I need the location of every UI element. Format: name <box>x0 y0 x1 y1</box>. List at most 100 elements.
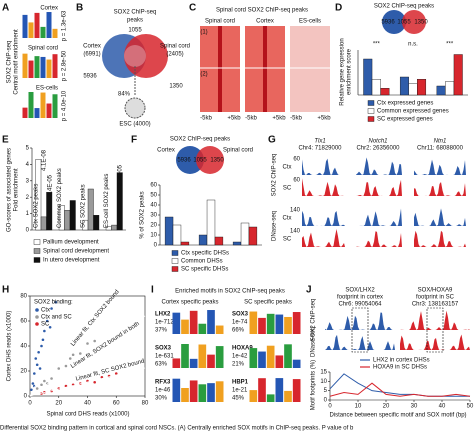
logo-letter <box>181 319 189 334</box>
logo-letter <box>172 312 181 334</box>
caption: Differential SOX2 binding pattern in cor… <box>0 426 354 432</box>
y-tick-label: 5 <box>324 388 328 394</box>
point <box>45 319 49 323</box>
legend-swatch <box>171 258 179 264</box>
panel-label: H <box>2 285 9 296</box>
label: Spinal cord DHS reads (x1000) <box>46 412 129 418</box>
logo-letter <box>22 14 28 39</box>
label: 1.4E-05 <box>48 174 54 196</box>
panel-label: J <box>306 285 312 296</box>
label: Ctx <box>283 216 292 222</box>
y-tick-label: 50 <box>150 193 157 199</box>
panel-label: D <box>335 3 342 14</box>
legend-label: Common DHSs <box>181 259 223 265</box>
panel-label: I <box>151 285 154 296</box>
heatmap-center <box>218 26 222 112</box>
label: ES-cells <box>299 19 321 25</box>
track <box>414 159 466 175</box>
label: Cortex specific peaks <box>161 300 218 306</box>
track <box>414 181 466 196</box>
label: SOX2 ChIP-seq <box>272 154 278 197</box>
track <box>356 157 402 175</box>
bar <box>87 188 94 231</box>
track <box>302 158 345 175</box>
legend-swatch <box>35 308 39 312</box>
logo-letter <box>52 28 58 38</box>
point <box>93 339 96 343</box>
legend-swatch <box>33 257 41 263</box>
bar <box>35 159 42 231</box>
logo-letter <box>198 323 207 334</box>
label: 2.9E-05 <box>118 164 124 186</box>
point <box>48 325 52 329</box>
point <box>64 364 68 368</box>
label: LHX2 <box>155 312 171 318</box>
label: Distance between specific motif and SOX … <box>329 413 466 419</box>
point <box>100 375 104 379</box>
label: SOX2 ChIP-seq peaks <box>170 137 230 143</box>
label: 1055 <box>397 20 411 26</box>
category-label: SC SOX2 peaks <box>81 184 87 228</box>
legend-swatch <box>367 116 375 122</box>
legend-swatch <box>171 266 179 272</box>
point <box>31 382 35 385</box>
venn <box>124 45 146 67</box>
label: 1e-74 <box>232 320 248 326</box>
label: ESC (4000) <box>119 122 150 128</box>
legend-swatch <box>35 315 39 319</box>
logo-letter <box>284 344 292 368</box>
bar <box>240 222 250 246</box>
bar <box>93 215 100 231</box>
point <box>64 384 68 388</box>
label: Cortex <box>83 44 101 50</box>
logo-letter <box>207 383 215 402</box>
label: Chr11: 68088000 <box>417 146 464 152</box>
point <box>93 380 96 384</box>
bar <box>198 234 208 246</box>
logo-letter <box>189 380 198 402</box>
label: -5kb <box>245 116 257 122</box>
panel-label: E <box>2 135 9 146</box>
label: -5kb <box>200 116 212 122</box>
label: Ntn1 <box>434 139 447 145</box>
logo-letter <box>198 384 207 402</box>
panel-label: F <box>131 135 137 146</box>
label: Enriched motifs in SOX2 ChIP-seq peaks <box>175 289 285 295</box>
heatmap <box>290 26 330 112</box>
label: 1350 <box>414 20 428 26</box>
bar <box>371 79 381 96</box>
fit-line <box>29 367 146 397</box>
logo-letter <box>172 358 181 368</box>
y-tick-label: 2 <box>26 195 30 201</box>
point <box>41 338 45 342</box>
legend-label: Ctx and SC <box>41 315 72 321</box>
logo-letter <box>40 92 46 118</box>
logo-letter <box>258 378 266 402</box>
legend-label: HOXA9 in SC DHSs <box>373 365 427 371</box>
label: peaks <box>127 18 143 24</box>
venn <box>176 146 204 174</box>
label: 5936 <box>381 20 395 26</box>
legend-label: SC specific DHSs <box>181 267 228 273</box>
panel-label: C <box>189 3 196 14</box>
label: Ctx <box>283 165 292 171</box>
logo-letter <box>34 12 40 38</box>
label: ES-cells <box>36 86 58 92</box>
logo-letter <box>275 378 284 402</box>
legend-label: Common expressed genes <box>377 109 449 115</box>
bar <box>232 241 242 246</box>
track <box>356 231 402 247</box>
legend-label: Ctx expressed genes <box>377 101 433 107</box>
label: Chr2: 26356000 <box>356 146 400 152</box>
label: % of SOX2 peaks <box>140 191 146 238</box>
bar <box>111 224 118 231</box>
label: p = 1.3e-63 <box>62 10 68 41</box>
x-tick-label: 0 <box>328 404 332 410</box>
point <box>35 387 39 390</box>
point <box>50 307 53 310</box>
bar <box>172 224 182 246</box>
x-tick-label: 20 <box>383 404 390 410</box>
logo-letter <box>215 325 224 334</box>
heatmap-center <box>263 26 267 112</box>
track <box>302 229 345 247</box>
